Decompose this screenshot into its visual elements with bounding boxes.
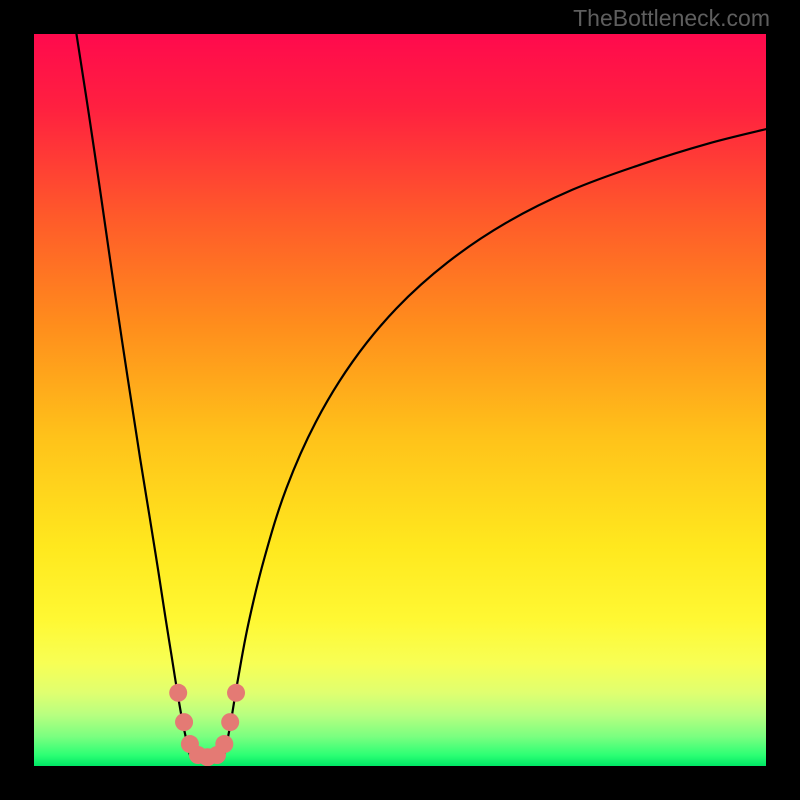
curve-right xyxy=(224,129,766,755)
plot-area xyxy=(34,34,766,766)
bottom-dot xyxy=(227,684,245,702)
bottom-dots xyxy=(169,684,245,766)
bottom-dot xyxy=(169,684,187,702)
bottom-dot xyxy=(175,713,193,731)
bottom-dot xyxy=(215,735,233,753)
chart-svg xyxy=(34,34,766,766)
bottom-dot xyxy=(221,713,239,731)
curve-left xyxy=(76,34,189,755)
watermark-text: TheBottleneck.com xyxy=(573,5,770,32)
